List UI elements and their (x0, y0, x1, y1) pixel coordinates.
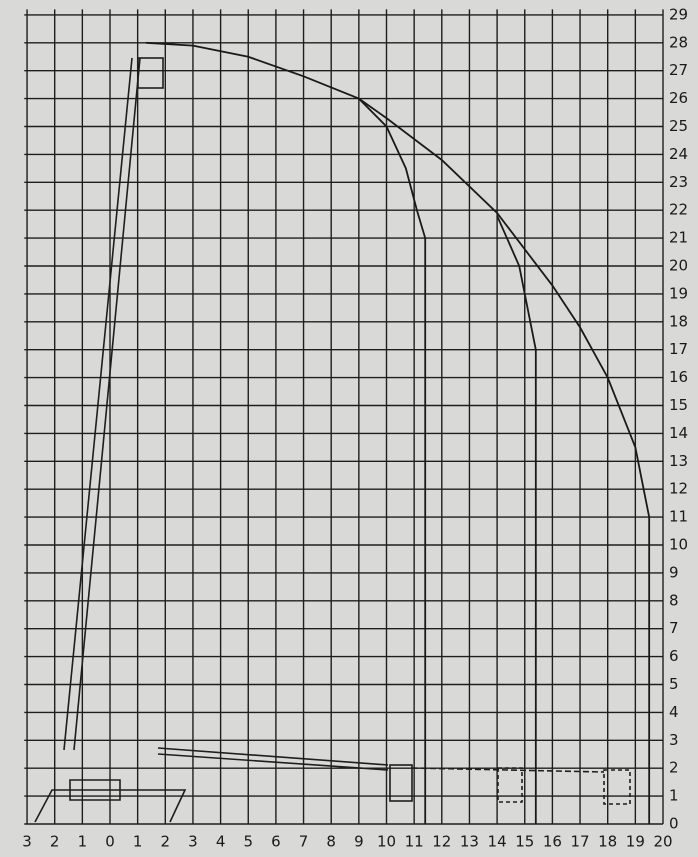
y-tick-label: 27 (669, 61, 688, 79)
y-tick-label: 18 (669, 312, 688, 330)
x-tick-label: 6 (271, 833, 281, 851)
boom-lowered (157, 753, 389, 771)
basket (389, 764, 413, 802)
y-tick-label: 21 (669, 229, 688, 247)
x-tick-label: 19 (626, 833, 645, 851)
x-tick-label: 2 (161, 833, 171, 851)
y-tick-label: 15 (669, 396, 688, 414)
x-tick-label: 3 (188, 833, 198, 851)
y-tick-label: 6 (669, 647, 679, 665)
x-tick-label: 3 (22, 833, 32, 851)
x-tick-label: 20 (653, 833, 672, 851)
y-tick-label: 19 (669, 284, 688, 302)
y-tick-label: 8 (669, 591, 679, 609)
y-tick-label: 0 (669, 815, 679, 833)
y-tick-label: 12 (669, 480, 688, 498)
x-tick-label: 4 (216, 833, 226, 851)
x-tick-label: 11 (405, 833, 424, 851)
range-curve (145, 41, 651, 824)
boom-lowered (157, 747, 389, 766)
basket (497, 767, 523, 803)
x-tick-label: 0 (105, 833, 115, 851)
basket (603, 769, 631, 805)
x-tick-label: 1 (133, 833, 143, 851)
boom (63, 57, 133, 751)
x-tick-label: 14 (488, 833, 507, 851)
machine-drawing (34, 57, 631, 823)
x-tick-label: 10 (377, 833, 396, 851)
y-tick-label: 23 (669, 173, 688, 191)
x-tick-label: 8 (326, 833, 336, 851)
y-tick-label: 25 (669, 117, 688, 135)
y-tick-label: 26 (669, 89, 688, 107)
x-tick-label: 13 (460, 833, 479, 851)
y-tick-label: 3 (669, 731, 679, 749)
y-tick-label: 20 (669, 257, 688, 275)
y-tick-label: 22 (669, 201, 688, 219)
x-tick-label: 16 (543, 833, 562, 851)
x-tick-label: 1 (78, 833, 88, 851)
y-tick-label: 5 (669, 675, 679, 693)
y-tick-label: 4 (669, 703, 679, 721)
y-tick-label: 17 (669, 340, 688, 358)
y-tick-label: 16 (669, 368, 688, 386)
x-tick-label: 7 (299, 833, 309, 851)
chassis (34, 779, 187, 823)
y-tick-label: 1 (669, 787, 679, 805)
y-tick-label: 28 (669, 33, 688, 51)
y-tick-label: 2 (669, 759, 679, 777)
y-tick-label: 24 (669, 145, 688, 163)
basket (137, 57, 164, 89)
x-tick-label: 18 (598, 833, 617, 851)
range-curve (358, 97, 427, 824)
y-tick-label: 29 (669, 5, 688, 23)
x-tick-label: 9 (354, 833, 364, 851)
x-tick-label: 12 (432, 833, 451, 851)
x-tick-label: 15 (515, 833, 534, 851)
y-tick-label: 14 (669, 424, 688, 442)
y-tick-label: 7 (669, 619, 679, 637)
y-tick-label: 13 (669, 452, 688, 470)
y-tick-label: 9 (669, 563, 679, 581)
y-tick-label: 11 (669, 508, 688, 526)
boom (73, 57, 141, 751)
y-tick-label: 10 (669, 536, 688, 554)
x-tick-label: 5 (243, 833, 253, 851)
x-tick-label: 17 (571, 833, 590, 851)
x-tick-label: 2 (50, 833, 60, 851)
range-curve (496, 215, 537, 824)
